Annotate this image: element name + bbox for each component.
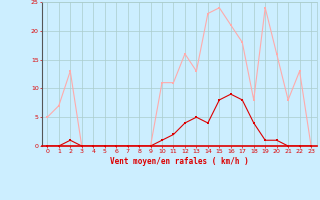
X-axis label: Vent moyen/en rafales ( km/h ): Vent moyen/en rafales ( km/h ) xyxy=(110,157,249,166)
